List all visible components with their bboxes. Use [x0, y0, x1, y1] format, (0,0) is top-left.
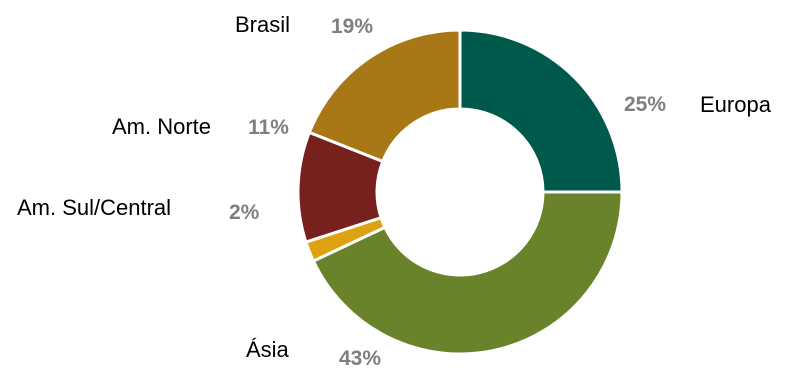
slice-percent-brasil: 19% — [331, 15, 373, 38]
slice-percent-am-sul-central: 2% — [229, 201, 260, 224]
slice-percent-asia: 43% — [339, 347, 381, 367]
slice-label-brasil: Brasil — [235, 12, 290, 37]
slice-label-asia: Ásia — [246, 337, 290, 362]
slice-label-europa: Europa — [700, 92, 772, 117]
slice-asia — [311, 190, 624, 356]
slice-brasil — [307, 28, 462, 164]
slice-percent-europa: 25% — [624, 93, 666, 116]
slice-label-am-norte: Am. Norte — [112, 114, 211, 139]
slices-layer — [296, 28, 624, 356]
slice-europa — [458, 28, 624, 194]
slice-label-am-sul-central: Am. Sul/Central — [17, 195, 171, 220]
slice-percent-am-norte: 11% — [248, 116, 289, 139]
